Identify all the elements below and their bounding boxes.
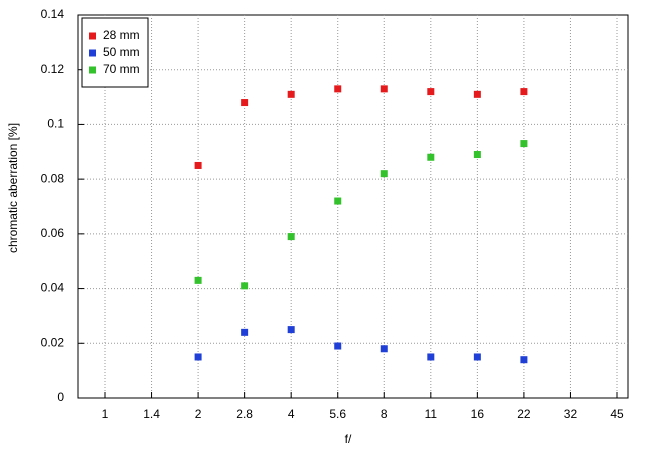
- point: [380, 345, 388, 353]
- point: [427, 353, 435, 361]
- point: [241, 282, 249, 290]
- x-tick-label: 2: [195, 407, 202, 421]
- legend-swatch: [89, 32, 96, 40]
- y-tick-label: 0.14: [41, 7, 65, 21]
- legend-label: 70 mm: [103, 62, 140, 76]
- y-tick-label: 0: [57, 390, 64, 404]
- point: [380, 170, 388, 178]
- point: [520, 140, 528, 148]
- y-tick-label: 0.12: [41, 62, 65, 76]
- point: [287, 233, 295, 241]
- x-tick-label: 8: [381, 407, 388, 421]
- x-tick-label: 11: [425, 407, 438, 421]
- point: [334, 197, 342, 205]
- legend-label: 50 mm: [103, 45, 140, 59]
- point: [287, 326, 295, 334]
- legend-swatch: [89, 49, 96, 57]
- x-tick-label: 2.8: [236, 407, 253, 421]
- x-tick-label: 1: [102, 407, 109, 421]
- point: [473, 90, 481, 98]
- y-tick-label: 0.06: [41, 226, 65, 240]
- y-tick-label: 0.1: [47, 117, 64, 131]
- x-axis-label: f/: [345, 432, 352, 446]
- x-tick-label: 16: [471, 407, 485, 421]
- y-axis-label: chromatic aberration [%]: [6, 123, 20, 253]
- point: [334, 85, 342, 93]
- x-tick-label: 4: [288, 407, 295, 421]
- point: [287, 90, 295, 98]
- point: [427, 88, 435, 96]
- legend-label: 28 mm: [103, 28, 140, 42]
- y-tick-label: 0.08: [41, 171, 65, 185]
- point: [241, 99, 249, 107]
- y-tick-label: 0.02: [41, 335, 65, 349]
- point: [473, 353, 481, 361]
- point: [427, 153, 435, 161]
- point: [194, 276, 202, 284]
- y-tick-label: 0.04: [41, 281, 65, 295]
- x-tick-label: 45: [610, 407, 624, 421]
- x-tick-label: 22: [517, 407, 531, 421]
- x-tick-label: 5.6: [329, 407, 346, 421]
- point: [380, 85, 388, 93]
- x-tick-label: 32: [564, 407, 578, 421]
- point: [194, 161, 202, 169]
- point: [241, 328, 249, 336]
- point: [520, 88, 528, 96]
- point: [473, 151, 481, 159]
- legend-swatch: [89, 66, 96, 74]
- point: [520, 356, 528, 364]
- point: [194, 353, 202, 361]
- x-tick-label: 1.4: [143, 407, 160, 421]
- plot-frame: [77, 14, 629, 399]
- point: [334, 342, 342, 350]
